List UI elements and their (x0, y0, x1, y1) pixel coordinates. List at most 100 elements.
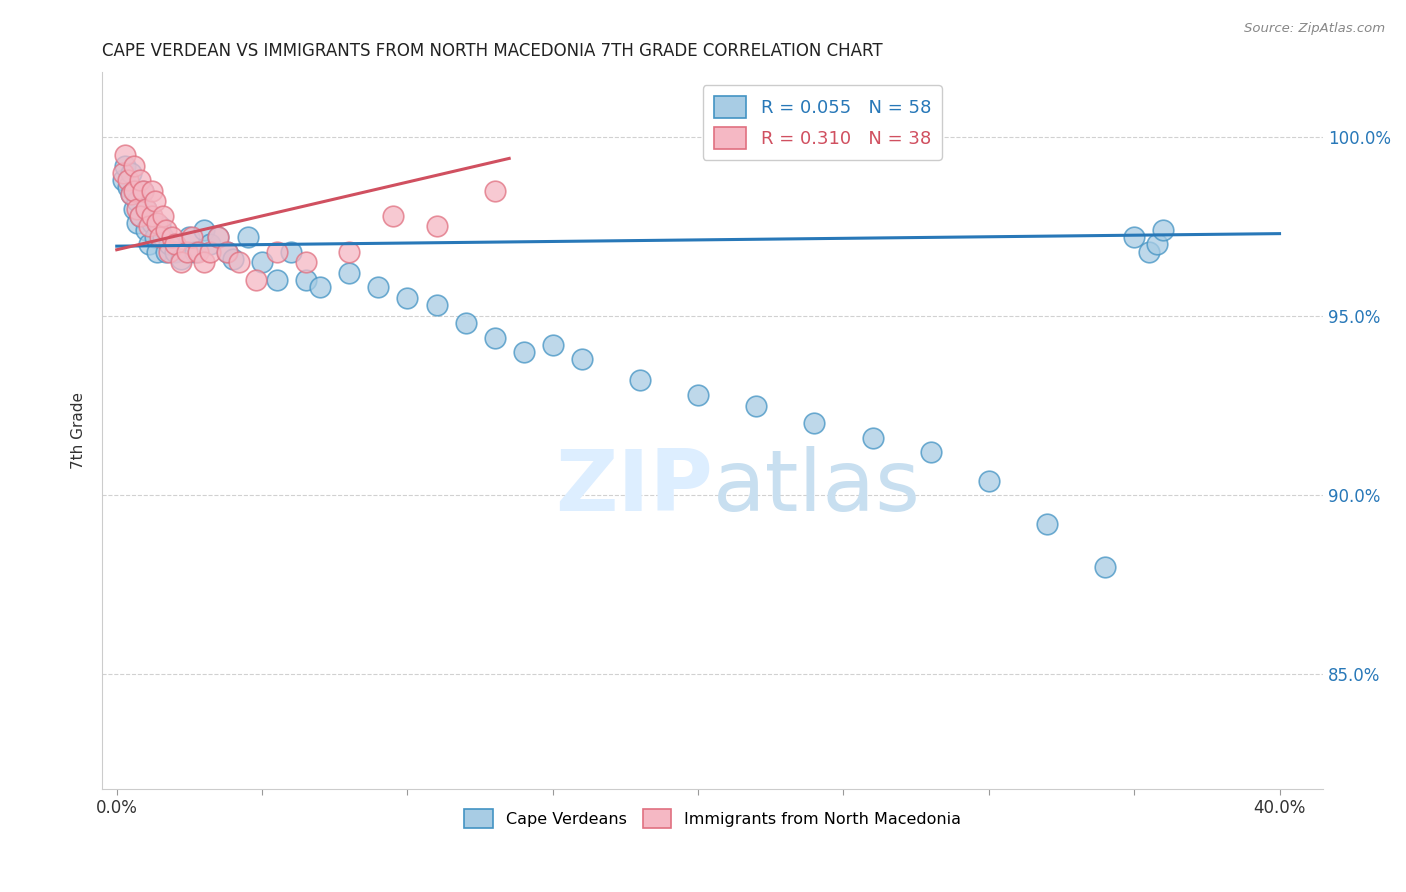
Point (111, 173, 134, 187)
Point (337, 244, 360, 259)
Point (337, 266, 360, 280)
Point (628, 374, 651, 388)
Point (163, 237, 186, 252)
Point (484, 330, 506, 344)
Point (157, 244, 180, 259)
Point (207, 230, 229, 244)
Point (217, 244, 239, 259)
Text: CAPE VERDEAN VS IMMIGRANTS FROM NORTH MACEDONIA 7TH GRADE CORRELATION CHART: CAPE VERDEAN VS IMMIGRANTS FROM NORTH MA… (103, 42, 883, 60)
Point (122, 159, 145, 173)
Point (135, 223, 157, 237)
Point (1146, 237, 1168, 252)
Y-axis label: 7th Grade: 7th Grade (72, 392, 86, 469)
Point (266, 273, 288, 287)
Point (117, 173, 139, 187)
Point (193, 223, 215, 237)
Point (1137, 244, 1160, 259)
Point (152, 230, 174, 244)
Point (1123, 230, 1146, 244)
Point (127, 194, 149, 209)
Point (146, 244, 169, 259)
Point (688, 388, 710, 402)
Point (425, 219, 447, 234)
Point (484, 184, 506, 198)
Point (122, 184, 145, 198)
Point (228, 255, 250, 269)
Point (160, 230, 183, 244)
Point (381, 209, 404, 223)
Point (141, 184, 163, 198)
Point (146, 216, 169, 230)
Point (149, 230, 172, 244)
Point (236, 230, 259, 244)
Point (135, 202, 157, 216)
Point (207, 230, 229, 244)
Point (1152, 223, 1174, 237)
Point (176, 244, 198, 259)
Point (250, 255, 273, 269)
Point (396, 291, 419, 305)
Point (114, 159, 136, 173)
Point (184, 244, 207, 259)
Point (862, 431, 884, 445)
Point (512, 344, 534, 359)
Point (294, 273, 316, 287)
Point (367, 280, 389, 294)
Point (127, 202, 149, 216)
Point (163, 244, 186, 259)
Point (155, 244, 177, 259)
Point (132, 184, 155, 198)
Point (135, 202, 157, 216)
Point (280, 244, 302, 259)
Text: atlas: atlas (713, 447, 921, 530)
Point (111, 166, 134, 180)
Point (217, 244, 239, 259)
Point (1094, 559, 1116, 574)
Point (245, 273, 267, 287)
Point (309, 280, 332, 294)
Point (141, 216, 163, 230)
Point (920, 445, 942, 459)
Point (127, 216, 149, 230)
Point (129, 173, 152, 187)
Point (155, 223, 177, 237)
Point (1036, 516, 1059, 531)
Point (198, 244, 221, 259)
Point (170, 252, 193, 266)
Point (149, 219, 172, 234)
Point (157, 237, 180, 252)
Point (114, 148, 136, 162)
Point (170, 255, 193, 269)
Text: ZIP: ZIP (555, 447, 713, 530)
Point (803, 417, 825, 431)
Point (117, 180, 139, 194)
Point (122, 202, 145, 216)
Point (977, 474, 1000, 488)
Point (198, 237, 221, 252)
Point (179, 230, 201, 244)
Legend: Cape Verdeans, Immigrants from North Macedonia: Cape Verdeans, Immigrants from North Mac… (458, 803, 967, 835)
Point (222, 252, 245, 266)
Point (425, 298, 447, 312)
Point (745, 399, 768, 413)
Point (143, 194, 166, 209)
Point (294, 255, 316, 269)
Point (454, 316, 477, 330)
Point (129, 209, 152, 223)
Point (141, 209, 163, 223)
Point (138, 237, 160, 252)
Point (132, 184, 155, 198)
Point (193, 255, 215, 269)
Text: Source: ZipAtlas.com: Source: ZipAtlas.com (1244, 22, 1385, 36)
Point (181, 230, 204, 244)
Point (187, 244, 209, 259)
Point (120, 187, 142, 202)
Point (138, 219, 160, 234)
Point (152, 209, 174, 223)
Point (120, 187, 142, 202)
Point (143, 230, 166, 244)
Point (541, 337, 564, 351)
Point (266, 244, 288, 259)
Point (120, 166, 142, 180)
Point (571, 351, 593, 366)
